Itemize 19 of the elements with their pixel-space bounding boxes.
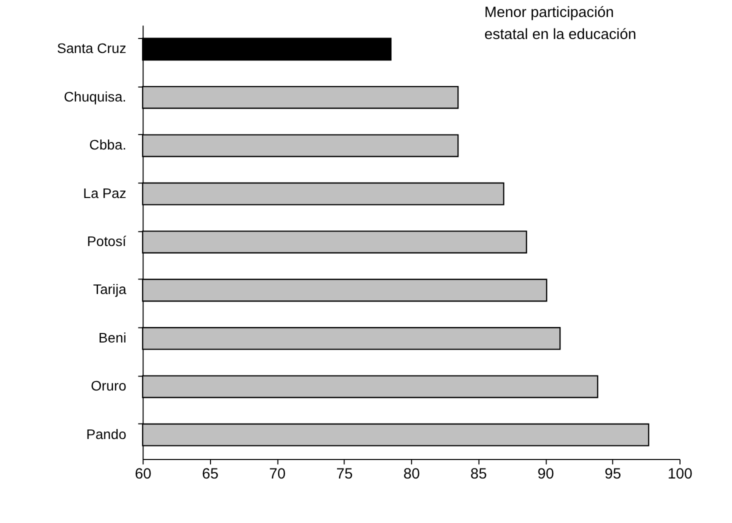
y-tick-label: Pando [86, 426, 127, 442]
x-tick-label: 90 [538, 466, 554, 482]
x-tick-label: 60 [134, 466, 152, 482]
x-tick-label: 100 [668, 466, 692, 482]
y-tick-label: Potosí [86, 233, 126, 250]
annotation: Menor participación estatal en la educación [484, 5, 636, 43]
x-tick-label: 75 [336, 466, 353, 482]
y-tick-label: Beni [98, 329, 126, 346]
y-tick-label: Cbba. [89, 136, 126, 153]
y-tick-label: Oruro [90, 378, 127, 394]
y-tick-label: Chuquisa. [64, 88, 126, 104]
x-tick-label: 95 [604, 466, 622, 482]
y-tick-label: La Paz [83, 184, 126, 201]
x-tick-label: 70 [269, 466, 286, 482]
x-tick-label: 85 [470, 466, 487, 482]
y-tick-label: Tarija [93, 281, 127, 298]
y-tick-label: Santa Cruz [56, 40, 126, 56]
x-tick-label: 80 [403, 466, 420, 482]
x-tick-label: 65 [202, 466, 218, 482]
